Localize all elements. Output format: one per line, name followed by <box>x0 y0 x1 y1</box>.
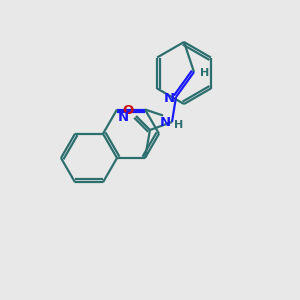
Text: H: H <box>174 120 184 130</box>
Text: N: N <box>159 116 171 128</box>
Text: N: N <box>164 92 175 104</box>
Text: O: O <box>122 104 134 118</box>
Text: N: N <box>117 111 129 124</box>
Text: H: H <box>200 68 210 78</box>
